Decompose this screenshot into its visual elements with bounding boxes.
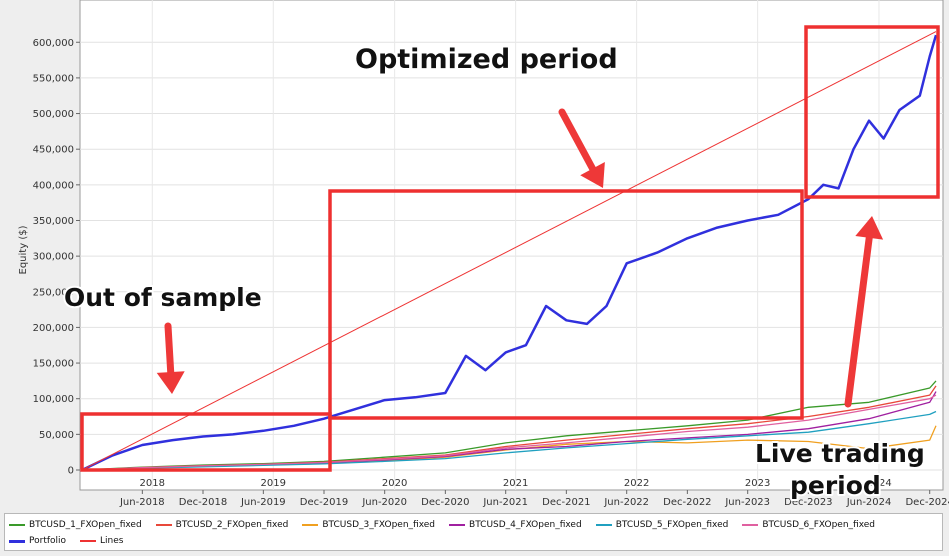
arrow-shaft (558, 108, 597, 173)
y-tick-label: 400,000 (33, 180, 74, 191)
x-tick-label: Jun-2018 (119, 497, 165, 508)
y-tick-label: 450,000 (33, 145, 74, 156)
plot-area (79, 0, 944, 491)
legend-swatch (742, 524, 759, 526)
legend-swatch (302, 524, 319, 526)
arrow-shaft (844, 234, 873, 408)
y-tick-label: 300,000 (33, 252, 74, 263)
series-line-btcusd-6-fxopen-fixed (81, 394, 937, 471)
legend-label: BTCUSD_2_FXOpen_fixed (175, 520, 289, 530)
legend-label: Portfolio (29, 536, 67, 546)
annotation-live-period: period (790, 471, 881, 500)
legend-label: BTCUSD_6_FXOpen_fixed (762, 520, 876, 530)
optimized-period-box (328, 189, 804, 420)
legend-item: BTCUSD_1_FXOpen_fixed (9, 520, 142, 530)
legend-swatch (80, 540, 97, 542)
x-year-label: 2018 (140, 478, 165, 489)
legend-swatch (155, 524, 172, 526)
out-of-sample-box (80, 412, 332, 472)
annotation-live-trading: Live trading (755, 439, 925, 468)
legend-item: BTCUSD_3_FXOpen_fixed (302, 520, 435, 530)
arrow-out-of-sample (156, 322, 185, 394)
y-tick-label: 350,000 (33, 216, 74, 227)
y-tick-label: 600,000 (33, 38, 74, 49)
y-tick-label: 150,000 (33, 359, 74, 370)
legend-swatch (595, 524, 612, 526)
y-tick-label: 500,000 (33, 109, 74, 120)
x-year-label: 2022 (624, 478, 649, 489)
annotation-out-of-sample: Out of sample (64, 283, 262, 312)
annotation-arrows (156, 108, 884, 408)
arrow-head (580, 161, 605, 188)
y-tick-label: 200,000 (33, 323, 74, 334)
arrow-optimized-period (558, 108, 605, 188)
legend-label: BTCUSD_5_FXOpen_fixed (615, 520, 729, 530)
legend: BTCUSD_1_FXOpen_fixed BTCUSD_2_FXOpen_fix… (4, 513, 943, 551)
x-tick-label: Jun-2020 (361, 497, 407, 508)
legend-item: Lines (80, 536, 123, 546)
y-tick-label: 100,000 (33, 394, 74, 405)
series-line-btcusd-1-fxopen-fixed (81, 380, 937, 471)
x-tick-label: Dec-2022 (663, 497, 711, 508)
arrow-shaft (164, 322, 175, 376)
legend-label: BTCUSD_4_FXOpen_fixed (469, 520, 582, 530)
y-tick-label: 250,000 (33, 287, 74, 298)
arrow-head (855, 216, 884, 240)
series-line-lines (81, 31, 937, 471)
series-line-portfolio (81, 34, 938, 472)
x-year-label: 2023 (745, 478, 770, 489)
annotation-optimized-period: Optimized period (355, 44, 618, 75)
x-year-label: 2019 (261, 478, 286, 489)
legend-item: BTCUSD_2_FXOpen_fixed (155, 520, 289, 530)
equity-chart: 0 50,000 100,000 150,000 200,000 250,000 300,0… (18, 0, 949, 508)
legend-item: BTCUSD_4_FXOpen_fixed (449, 520, 582, 530)
legend-label: BTCUSD_1_FXOpen_fixed (29, 520, 142, 530)
x-tick-label: Dec-2021 (542, 497, 590, 508)
legend-swatch (449, 524, 466, 526)
legend-item: Portfolio (9, 536, 66, 546)
x-tick-label: Dec-2018 (179, 497, 227, 508)
legend-item: BTCUSD_6_FXOpen_fixed (742, 520, 875, 530)
y-tick-label: 550,000 (33, 73, 74, 84)
series-lines (81, 31, 938, 472)
y-axis-label: Equity ($) (18, 225, 29, 274)
period-highlight-boxes (80, 25, 940, 472)
x-axis-ticks: 2018 2019 2020 2021 2022 2023 2024 Jun-2018 Dec-… (119, 478, 949, 508)
x-tick-label: Jun-2024 (846, 497, 892, 508)
x-tick-label: Dec-2019 (300, 497, 348, 508)
live-trading-box (804, 25, 940, 199)
y-tick-label: 50,000 (39, 430, 74, 441)
legend-row-2: Portfolio Lines (9, 533, 137, 549)
y-axis-ticks: 0 50,000 100,000 150,000 200,000 250,000 300,0… (33, 38, 80, 477)
x-tick-label: Dec-2023 (784, 497, 832, 508)
arrow-live-trading (844, 216, 884, 408)
x-tick-label: Jun-2023 (724, 497, 770, 508)
x-tick-label: Dec-2024 (905, 497, 949, 508)
legend-item: BTCUSD_5_FXOpen_fixed (595, 520, 729, 530)
legend-swatch (9, 539, 25, 543)
legend-label: BTCUSD_3_FXOpen_fixed (322, 520, 436, 530)
x-tick-label: Jun-2022 (603, 497, 649, 508)
x-year-label: 2020 (382, 478, 407, 489)
x-tick-label: Jun-2019 (240, 497, 286, 508)
legend-row-1: BTCUSD_1_FXOpen_fixed BTCUSD_2_FXOpen_fix… (9, 517, 889, 533)
legend-label: Lines (100, 536, 124, 546)
x-tick-label: Dec-2020 (421, 497, 469, 508)
series-line-btcusd-5-fxopen-fixed (81, 410, 937, 471)
legend-swatch (9, 524, 25, 526)
y-tick-label: 0 (68, 466, 74, 477)
x-tick-label: Jun-2021 (482, 497, 528, 508)
x-year-label: 2021 (503, 478, 528, 489)
x-year-label: 2024 (866, 478, 891, 489)
arrow-head (156, 371, 185, 394)
